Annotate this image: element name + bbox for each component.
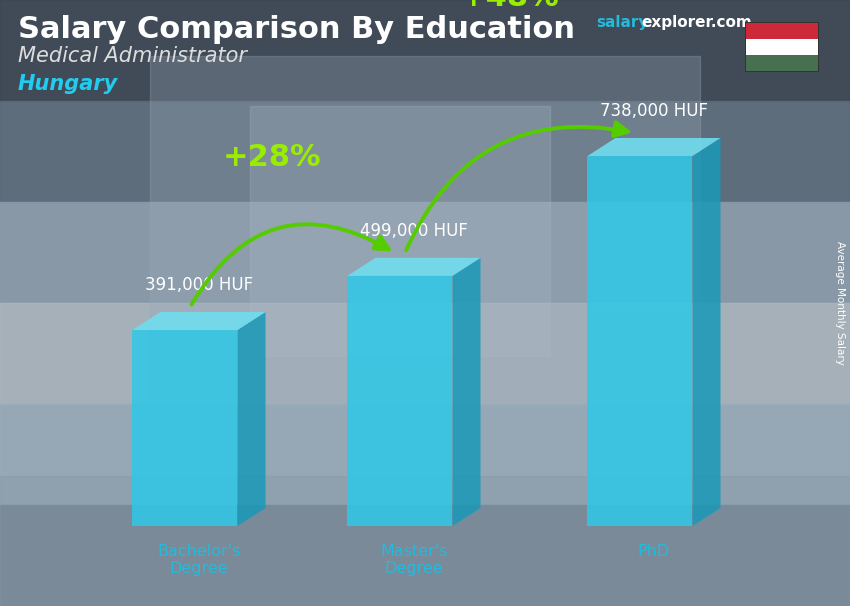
Bar xyxy=(746,55,818,71)
Polygon shape xyxy=(133,330,237,526)
Text: Average Monthly Salary: Average Monthly Salary xyxy=(835,241,845,365)
Bar xyxy=(745,22,819,72)
Polygon shape xyxy=(587,138,721,156)
Text: Salary Comparison By Education: Salary Comparison By Education xyxy=(18,15,575,44)
Text: +28%: +28% xyxy=(224,144,322,172)
Bar xyxy=(746,23,818,39)
Bar xyxy=(746,39,818,55)
Polygon shape xyxy=(587,156,693,526)
Text: salary: salary xyxy=(596,15,649,30)
Text: explorer.com: explorer.com xyxy=(641,15,751,30)
Text: Bachelor's
Degree: Bachelor's Degree xyxy=(157,544,241,576)
Text: Medical Administrator: Medical Administrator xyxy=(18,46,247,66)
Text: PhD: PhD xyxy=(638,544,670,559)
Polygon shape xyxy=(348,258,480,276)
Text: +48%: +48% xyxy=(461,0,559,13)
Text: 499,000 HUF: 499,000 HUF xyxy=(360,222,468,240)
Text: 738,000 HUF: 738,000 HUF xyxy=(600,102,708,120)
Polygon shape xyxy=(348,276,452,526)
Text: Master's
Degree: Master's Degree xyxy=(380,544,448,576)
Polygon shape xyxy=(237,312,265,526)
Text: Hungary: Hungary xyxy=(18,74,118,94)
Polygon shape xyxy=(693,138,721,526)
Text: 391,000 HUF: 391,000 HUF xyxy=(145,276,253,294)
Polygon shape xyxy=(452,258,480,526)
Polygon shape xyxy=(133,312,265,330)
